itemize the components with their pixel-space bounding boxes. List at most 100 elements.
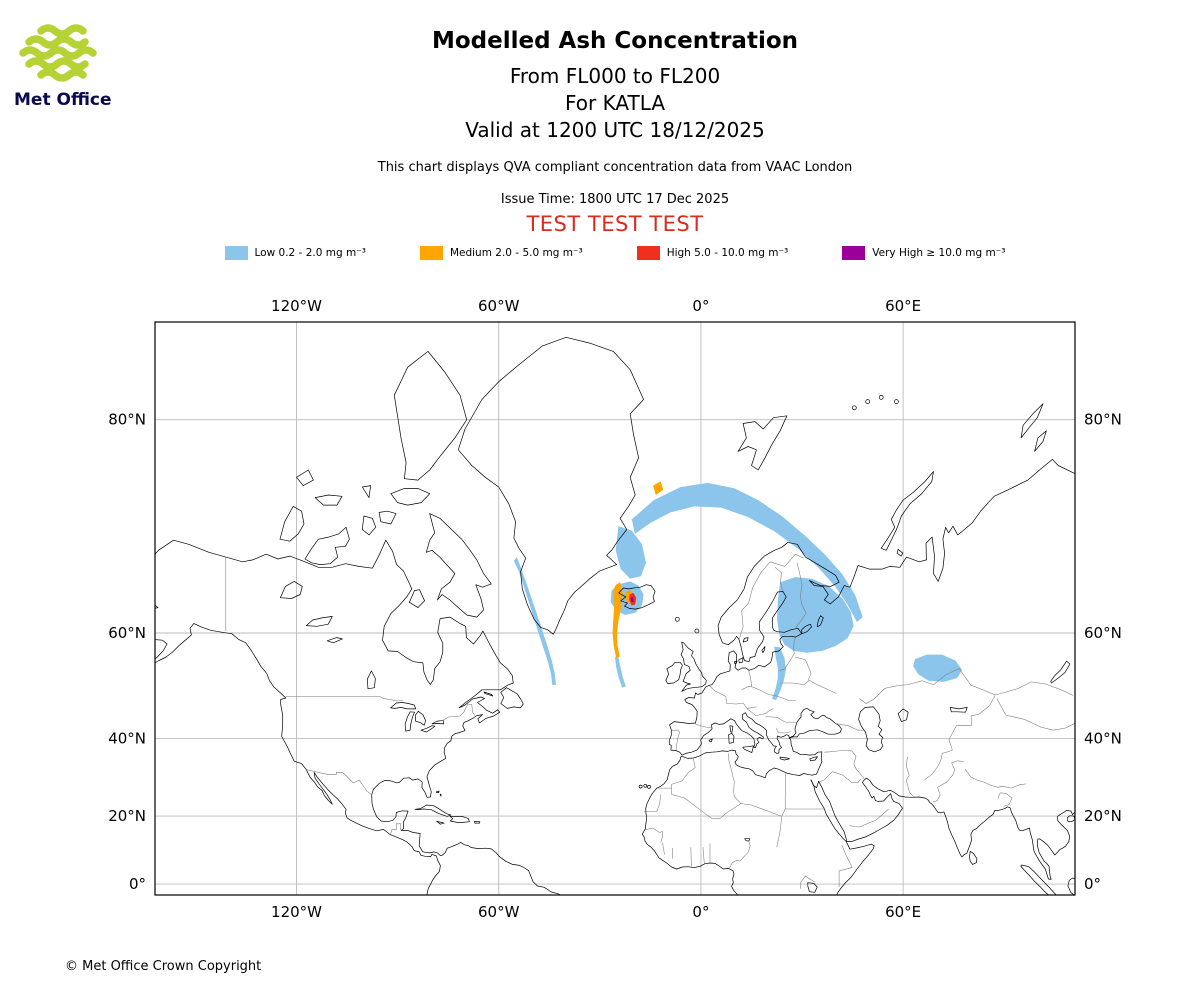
country-border xyxy=(662,842,665,855)
country-border xyxy=(671,753,742,819)
coastline xyxy=(415,710,426,726)
chart-title: Modelled Ash Concentration xyxy=(431,28,799,54)
coastline xyxy=(439,793,442,797)
logo-wave xyxy=(25,35,89,49)
coastline xyxy=(457,336,644,635)
concentration-legend: Low 0.2 - 2.0 mg m⁻³ Medium 2.0 - 5.0 mg … xyxy=(30,246,1200,260)
coastline xyxy=(858,706,884,753)
country-border xyxy=(800,875,816,889)
country-border xyxy=(740,803,782,817)
x-tick-label-top: 120°W xyxy=(271,297,322,315)
coastline xyxy=(680,641,707,692)
country-border xyxy=(776,816,783,848)
met-office-waves-icon xyxy=(19,24,97,82)
country-border xyxy=(780,679,837,694)
volcano-subtitle: For KATLA xyxy=(565,91,665,115)
coastline xyxy=(414,804,452,817)
coastline xyxy=(742,637,749,643)
coastline xyxy=(665,661,683,684)
country-border xyxy=(657,759,696,789)
country-border xyxy=(433,703,476,723)
issue-time-line: Issue Time: 1800 UTC 17 Dec 2025 xyxy=(500,192,730,207)
y-tick-label-left: 0° xyxy=(129,875,146,893)
coastline xyxy=(809,756,818,762)
valid-time-subtitle: Valid at 1200 UTC 18/12/2025 xyxy=(465,118,765,142)
coastline xyxy=(708,738,713,742)
legend-label-low: Low 0.2 - 2.0 mg m⁻³ xyxy=(254,247,366,259)
legend-item-high: High 5.0 - 10.0 mg m⁻³ xyxy=(636,246,788,260)
small-island xyxy=(865,399,871,404)
coastline xyxy=(378,510,397,525)
coastline xyxy=(810,777,1075,880)
coastline xyxy=(969,850,978,865)
y-tick-label-left: 60°N xyxy=(108,624,146,642)
coastline xyxy=(1066,815,1075,823)
ash-plume-low xyxy=(615,655,626,688)
coastline xyxy=(404,711,415,732)
small-island xyxy=(643,783,648,788)
y-tick-label-right: 80°N xyxy=(1084,411,1122,429)
x-tick-label-bottom: 60°W xyxy=(478,903,520,921)
ash-plume-low xyxy=(631,482,863,623)
country-border xyxy=(670,729,681,751)
coastline xyxy=(500,687,524,709)
coastline xyxy=(897,708,909,722)
small-island xyxy=(694,628,700,634)
coastline xyxy=(390,488,431,506)
coastline xyxy=(1020,864,1057,895)
x-tick-label-top: 0° xyxy=(692,297,709,315)
coastline xyxy=(296,469,314,486)
legend-swatch-very_high xyxy=(842,246,866,260)
ash-plume-low xyxy=(615,526,646,579)
coastline xyxy=(738,657,744,664)
country-border xyxy=(997,792,1013,807)
coastline xyxy=(728,732,735,744)
x-tick-label-bottom: 60°E xyxy=(885,903,921,921)
country-border xyxy=(838,844,853,887)
coastline xyxy=(326,637,343,644)
coastline xyxy=(483,691,494,697)
country-border xyxy=(905,757,915,798)
coastline xyxy=(737,415,788,471)
coastline xyxy=(733,660,738,664)
coastline xyxy=(280,581,303,599)
coastline xyxy=(729,725,734,733)
coastline xyxy=(431,719,445,725)
country-border xyxy=(702,847,705,864)
coastline xyxy=(1050,660,1071,684)
coastline xyxy=(779,756,790,761)
map-plot-area xyxy=(155,322,1075,895)
coastline xyxy=(1020,403,1044,439)
ash-plume-low xyxy=(913,654,963,682)
country-border xyxy=(818,771,862,784)
country-border xyxy=(709,685,757,709)
small-island xyxy=(674,616,680,622)
logo-wave xyxy=(25,57,89,71)
y-tick-label-right: 60°N xyxy=(1084,624,1122,642)
country-border xyxy=(795,656,812,681)
coastline xyxy=(641,459,1075,895)
y-tick-label-right: 20°N xyxy=(1084,807,1122,825)
y-tick-label-left: 80°N xyxy=(108,411,146,429)
country-border xyxy=(780,637,796,671)
coastline xyxy=(449,816,470,823)
coastline xyxy=(436,790,440,793)
map-frame xyxy=(154,321,1076,896)
country-border xyxy=(645,827,663,843)
logo-wave xyxy=(37,68,87,82)
qva-info-line: This chart displays QVA compliant concen… xyxy=(377,160,853,175)
country-border xyxy=(776,728,791,734)
coastline xyxy=(420,725,436,733)
x-tick-label-top: 60°W xyxy=(478,297,520,315)
ash-plume-low xyxy=(772,646,786,700)
coastline xyxy=(436,821,445,825)
test-banner: TEST TEST TEST xyxy=(526,212,704,236)
ash-plume-low xyxy=(513,557,556,686)
coastline xyxy=(807,882,818,893)
ash-plume-very_high xyxy=(630,596,634,603)
y-tick-label-right: 0° xyxy=(1084,875,1101,893)
coastline xyxy=(155,539,562,895)
coastline xyxy=(409,589,425,608)
